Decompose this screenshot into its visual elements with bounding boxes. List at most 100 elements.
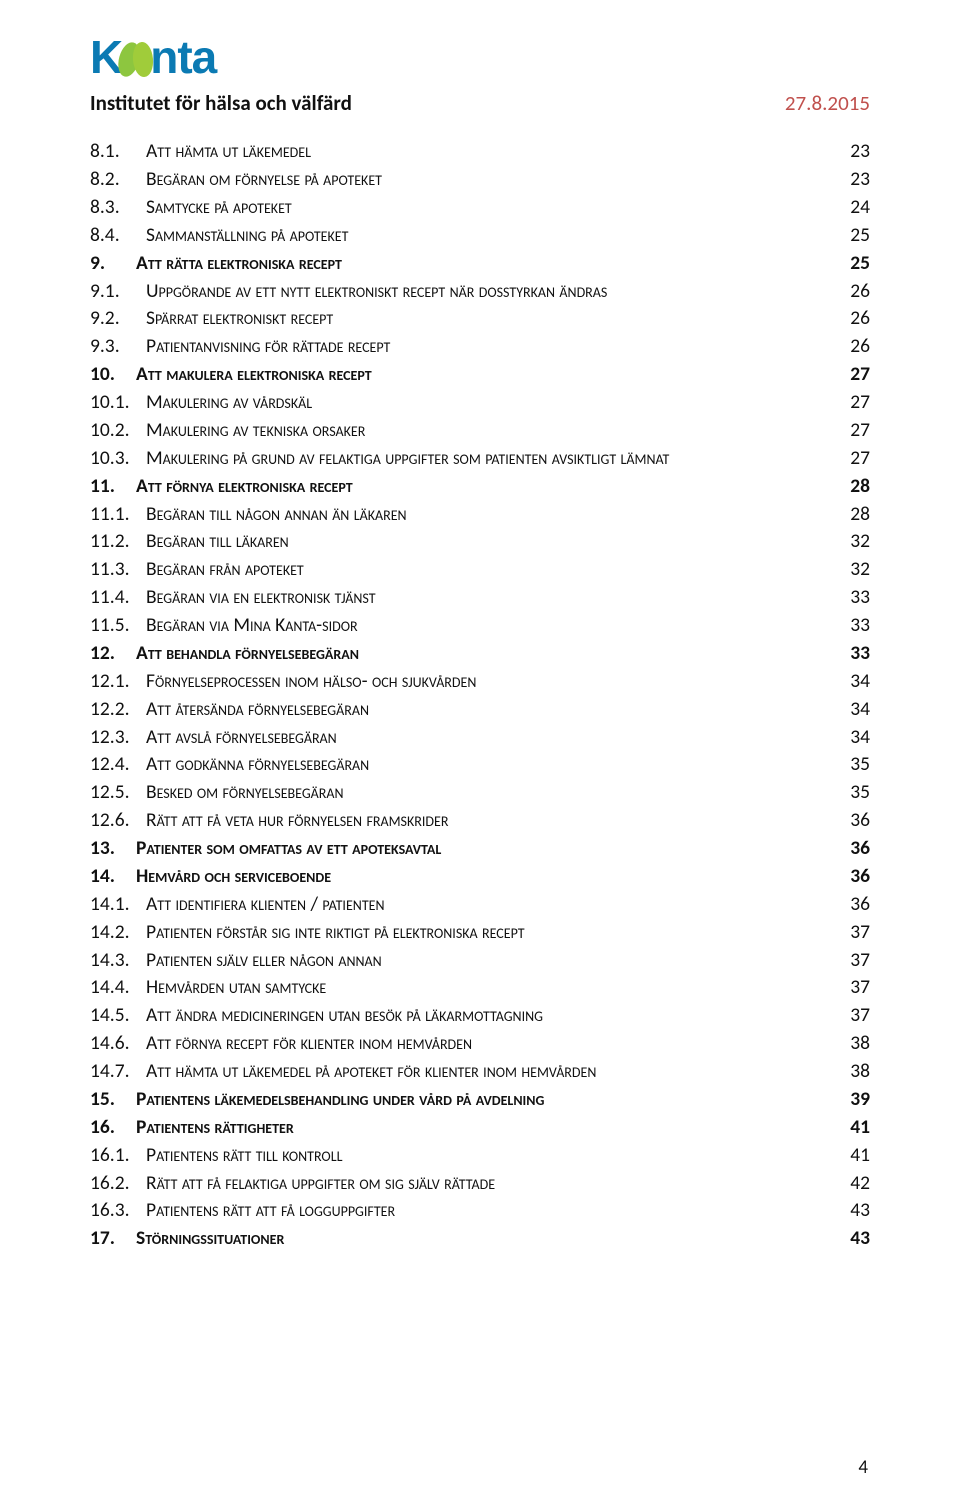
toc-entry-label: 10.Att makulera elektroniska recept: [90, 365, 372, 385]
table-of-contents: 8.1.Att hämta ut läkemedel238.2.Begäran …: [90, 138, 870, 1253]
toc-entry-number: 8.1.: [90, 142, 146, 162]
brand-letter: K: [90, 30, 122, 84]
toc-entry-page: 35: [840, 783, 870, 803]
toc-entry-label: 14.Hemvård och serviceboende: [90, 867, 331, 887]
toc-entry-number: 16.: [90, 1118, 136, 1138]
toc-entry-label: 14.4.Hemvården utan samtycke: [90, 978, 326, 998]
toc-entry-label: 10.1.Makulering av vårdskäl: [90, 393, 312, 413]
toc-entry-page: 37: [840, 1006, 870, 1026]
toc-entry-number: 12.6.: [90, 811, 146, 831]
toc-entry-number: 12.: [90, 644, 136, 664]
toc-entry-label: 16.3.Patientens rätt att få logguppgifte…: [90, 1201, 395, 1221]
toc-entry-label: 9.Att rätta elektroniska recept: [90, 254, 342, 274]
toc-entry-number: 8.4.: [90, 226, 146, 246]
toc-entry-page: 38: [840, 1034, 870, 1054]
toc-entry-title: Patienter som omfattas av ett apoteksavt…: [136, 839, 441, 859]
toc-entry: 14.3.Patienten själv eller någon annan37: [90, 946, 870, 974]
toc-entry: 14.6.Att förnya recept för klienter inom…: [90, 1030, 870, 1058]
toc-entry-label: 17.Störningssituationer: [90, 1229, 284, 1249]
toc-entry: 16.1.Patientens rätt till kontroll41: [90, 1142, 870, 1170]
toc-entry-label: 8.2.Begäran om förnyelse på apoteket: [90, 170, 382, 190]
toc-entry-page: 43: [840, 1201, 870, 1221]
toc-entry-title: Sammanställning på apoteket: [146, 226, 348, 246]
toc-entry-label: 8.1.Att hämta ut läkemedel: [90, 142, 311, 162]
toc-entry-label: 9.3.Patientanvisning för rättade recept: [90, 337, 390, 357]
toc-entry-page: 42: [840, 1174, 870, 1194]
toc-entry-label: 8.4.Sammanställning på apoteket: [90, 226, 348, 246]
toc-entry-title: Makulering av tekniska orsaker: [146, 421, 365, 441]
toc-entry-label: 9.2.Spärrat elektroniskt recept: [90, 309, 333, 329]
toc-entry-number: 16.2.: [90, 1174, 146, 1194]
toc-entry-page: 39: [840, 1090, 870, 1110]
toc-entry-title: Att förnya elektroniska recept: [136, 477, 353, 497]
toc-entry-number: 14.1.: [90, 895, 146, 915]
toc-entry-title: Att ändra medicineringen utan besök på l…: [146, 1006, 543, 1026]
toc-entry-title: Patientens rätt till kontroll: [146, 1146, 342, 1166]
toc-entry-label: 12.1.Förnyelseprocessen inom hälso- och …: [90, 672, 476, 692]
toc-entry-number: 15.: [90, 1090, 136, 1110]
document-date: 27.8.2015: [785, 90, 870, 116]
toc-entry-page: 36: [840, 839, 870, 859]
toc-entry: 12.1.Förnyelseprocessen inom hälso- och …: [90, 668, 870, 696]
document-page: K nta Institutet för hälsa och välfärd 2…: [0, 0, 960, 1505]
toc-entry-title: Begäran till läkaren: [146, 532, 289, 552]
toc-entry-number: 11.4.: [90, 588, 146, 608]
toc-entry: 10.3.Makulering på grund av felaktiga up…: [90, 445, 870, 473]
toc-entry: 10.2.Makulering av tekniska orsaker27: [90, 417, 870, 445]
toc-entry-page: 25: [840, 226, 870, 246]
toc-entry: 12.3.Att avslå förnyelsebegäran34: [90, 723, 870, 751]
toc-entry-title: Spärrat elektroniskt recept: [146, 309, 333, 329]
toc-entry: 17.Störningssituationer 43: [90, 1225, 870, 1253]
page-header: Institutet för hälsa och välfärd 27.8.20…: [90, 90, 870, 116]
toc-entry-number: 9.3.: [90, 337, 146, 357]
brand-wordmark: K nta: [90, 30, 216, 84]
toc-entry-title: Patienten själv eller någon annan: [146, 951, 382, 971]
toc-entry: 16.Patientens rättigheter41: [90, 1114, 870, 1142]
page-number: 4: [858, 1456, 868, 1479]
toc-entry-label: 15.Patientens läkemedelsbehandling under…: [90, 1090, 544, 1110]
toc-entry-label: 14.5.Att ändra medicineringen utan besök…: [90, 1006, 543, 1026]
toc-entry: 8.4.Sammanställning på apoteket 25: [90, 222, 870, 250]
toc-entry-page: 38: [840, 1062, 870, 1082]
toc-entry: 9.2.Spärrat elektroniskt recept26: [90, 305, 870, 333]
toc-entry-page: 27: [840, 393, 870, 413]
toc-entry: 8.2.Begäran om förnyelse på apoteket23: [90, 166, 870, 194]
toc-entry-number: 14.6.: [90, 1034, 146, 1054]
toc-entry-number: 11.5.: [90, 616, 146, 636]
toc-entry-page: 34: [840, 728, 870, 748]
toc-entry: 11.3.Begäran från apoteket32: [90, 556, 870, 584]
toc-entry-title: Att hämta ut läkemedel på apoteket för k…: [146, 1062, 596, 1082]
toc-entry: 11.4.Begäran via en elektronisk tjänst33: [90, 584, 870, 612]
brand-letter: nta: [150, 30, 216, 84]
toc-entry-page: 36: [840, 895, 870, 915]
toc-entry-number: 9.1.: [90, 282, 146, 302]
toc-entry-page: 27: [840, 365, 870, 385]
toc-entry: 13.Patienter som omfattas av ett apoteks…: [90, 835, 870, 863]
toc-entry-number: 17.: [90, 1229, 136, 1249]
toc-entry-page: 28: [840, 505, 870, 525]
toc-entry-number: 10.1.: [90, 393, 146, 413]
toc-entry-title: Begäran via Mina Kanta-sidor: [146, 616, 358, 636]
toc-entry-label: 16.Patientens rättigheter: [90, 1118, 294, 1138]
toc-entry-label: 9.1.Uppgörande av ett nytt elektroniskt …: [90, 282, 607, 302]
toc-entry: 9.3.Patientanvisning för rättade recept 2…: [90, 333, 870, 361]
toc-entry-page: 26: [840, 337, 870, 357]
toc-entry-number: 11.: [90, 477, 136, 497]
toc-entry: 12.Att behandla förnyelsebegäran33: [90, 640, 870, 668]
toc-entry-title: Förnyelseprocessen inom hälso- och sjukv…: [146, 672, 476, 692]
toc-entry-title: Patientens läkemedelsbehandling under vå…: [136, 1090, 544, 1110]
toc-entry-title: Makulering av vårdskäl: [146, 393, 312, 413]
toc-entry: 8.1.Att hämta ut läkemedel23: [90, 138, 870, 166]
toc-entry-title: Patienten förstår sig inte riktigt på el…: [146, 923, 525, 943]
toc-entry-label: 14.6.Att förnya recept för klienter inom…: [90, 1034, 472, 1054]
toc-entry-number: 11.1.: [90, 505, 146, 525]
toc-entry-label: 11.4.Begäran via en elektronisk tjänst: [90, 588, 376, 608]
toc-entry: 14.7.Att hämta ut läkemedel på apoteket …: [90, 1058, 870, 1086]
toc-entry-label: 12.5.Besked om förnyelsebegäran: [90, 783, 344, 803]
toc-entry-page: 43: [840, 1229, 870, 1249]
toc-entry: 16.2.Rätt att få felaktiga uppgifter om …: [90, 1169, 870, 1197]
toc-entry-number: 10.: [90, 365, 136, 385]
toc-entry-number: 11.3.: [90, 560, 146, 580]
toc-entry: 16.3.Patientens rätt att få logguppgifte…: [90, 1197, 870, 1225]
toc-entry-page: 34: [840, 672, 870, 692]
